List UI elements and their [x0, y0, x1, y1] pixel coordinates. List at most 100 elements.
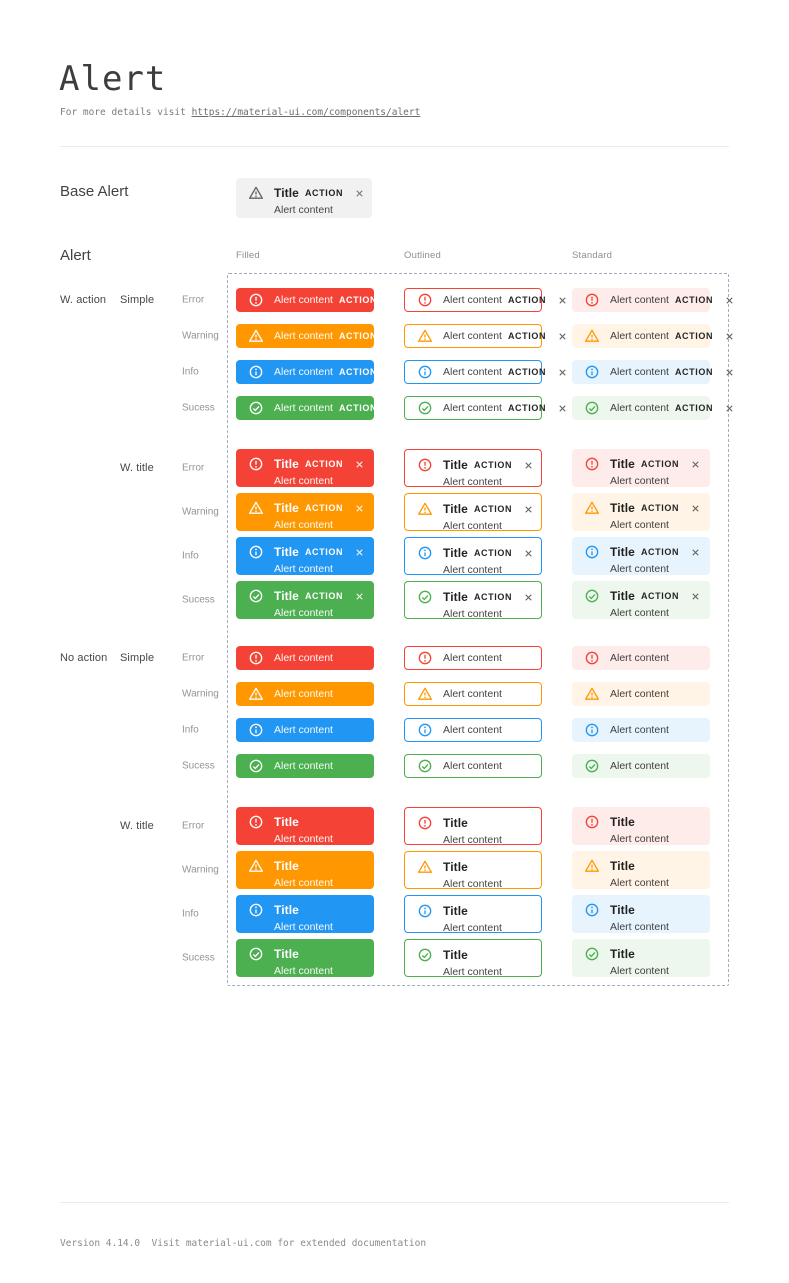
- alert-content: Alert content: [274, 294, 333, 306]
- subtitle-text: For more details visit: [60, 107, 192, 118]
- action-button[interactable]: ACTION: [507, 367, 547, 377]
- close-icon[interactable]: [557, 295, 568, 306]
- alert-title: Title: [443, 546, 468, 560]
- action-button[interactable]: ACTION: [507, 295, 547, 305]
- close-icon[interactable]: [523, 548, 534, 559]
- close-icon[interactable]: [388, 295, 399, 306]
- alert-outlined-warning: Alert content ACTION: [404, 324, 566, 348]
- alert-title: Title: [610, 545, 635, 559]
- close-icon[interactable]: [557, 403, 568, 414]
- action-button[interactable]: ACTION: [640, 459, 680, 469]
- close-icon[interactable]: [523, 592, 534, 603]
- action-button[interactable]: ACTION: [640, 591, 680, 601]
- close-icon[interactable]: [724, 403, 735, 414]
- close-icon[interactable]: [690, 503, 701, 514]
- close-icon[interactable]: [354, 188, 365, 199]
- alert-content: Alert content: [274, 563, 333, 575]
- alert-filled-success: Alert content: [236, 754, 374, 778]
- info-outline-icon: [584, 544, 600, 560]
- alert-outlined-warning-titled: Title Alert content: [404, 851, 542, 890]
- close-icon[interactable]: [690, 591, 701, 602]
- page-title: Alert: [59, 59, 167, 99]
- severity-label-error: Error: [182, 820, 205, 832]
- close-icon[interactable]: [354, 503, 365, 514]
- check-circle-icon: [248, 400, 264, 416]
- alert-content: Alert content: [274, 204, 333, 216]
- alert-title: Title: [610, 457, 635, 471]
- alert-standard-success: Alert content: [572, 754, 710, 778]
- action-button[interactable]: ACTION: [674, 367, 714, 377]
- check-circle-icon: [584, 758, 600, 774]
- close-icon[interactable]: [354, 459, 365, 470]
- close-icon[interactable]: [523, 460, 534, 471]
- severity-label-warning: Warning: [182, 864, 219, 876]
- close-icon[interactable]: [354, 591, 365, 602]
- alert-content: Alert content: [610, 652, 669, 664]
- alert-content: Alert content: [443, 294, 502, 306]
- close-icon[interactable]: [724, 331, 735, 342]
- error-outline-icon: [417, 815, 433, 831]
- action-button[interactable]: ACTION: [473, 592, 513, 602]
- alert-content: Alert content: [443, 760, 502, 772]
- action-button[interactable]: ACTION: [640, 547, 680, 557]
- action-button[interactable]: ACTION: [304, 188, 344, 198]
- close-icon[interactable]: [690, 459, 701, 470]
- action-button[interactable]: ACTION: [473, 504, 513, 514]
- variant-grid-canvas: [227, 273, 729, 986]
- alert-content: Alert content: [274, 402, 333, 414]
- action-button[interactable]: ACTION: [304, 591, 344, 601]
- alert-content: Alert content: [610, 833, 669, 845]
- action-button[interactable]: ACTION: [338, 403, 378, 413]
- alert-content: Alert content: [274, 519, 333, 531]
- action-button[interactable]: ACTION: [674, 331, 714, 341]
- alert-content: Alert content: [443, 330, 502, 342]
- close-icon[interactable]: [354, 547, 365, 558]
- action-button[interactable]: ACTION: [674, 403, 714, 413]
- close-icon[interactable]: [690, 547, 701, 558]
- alert-content: Alert content: [610, 402, 669, 414]
- column-header-filled: Filled: [236, 250, 260, 261]
- severity-label-success: Sucess: [182, 760, 215, 772]
- close-icon[interactable]: [523, 504, 534, 515]
- alert-content: Alert content: [274, 877, 333, 889]
- alert-title: Title: [443, 590, 468, 604]
- close-icon[interactable]: [557, 331, 568, 342]
- error-outline-icon: [248, 292, 264, 308]
- action-button[interactable]: ACTION: [473, 460, 513, 470]
- alert-outlined-success: Alert content ACTION: [404, 396, 566, 420]
- action-button[interactable]: ACTION: [338, 295, 378, 305]
- check-circle-icon: [248, 758, 264, 774]
- close-icon[interactable]: [388, 331, 399, 342]
- alert-content: Alert content: [443, 652, 502, 664]
- action-button[interactable]: ACTION: [304, 547, 344, 557]
- alert-content: Alert content: [274, 688, 333, 700]
- error-outline-icon: [584, 456, 600, 472]
- action-button[interactable]: ACTION: [507, 403, 547, 413]
- alert-content: Alert content: [274, 921, 333, 933]
- severity-label-info: Info: [182, 908, 199, 920]
- alert-content: Alert content: [274, 330, 333, 342]
- close-icon[interactable]: [388, 367, 399, 378]
- action-button[interactable]: ACTION: [507, 331, 547, 341]
- alert-outlined-info: Alert content: [404, 718, 542, 742]
- action-button[interactable]: ACTION: [473, 548, 513, 558]
- close-icon[interactable]: [724, 295, 735, 306]
- alert-title: Title: [274, 903, 299, 917]
- action-button[interactable]: ACTION: [640, 503, 680, 513]
- close-icon[interactable]: [557, 367, 568, 378]
- warning-triangle-icon: [584, 328, 600, 344]
- action-button[interactable]: ACTION: [304, 459, 344, 469]
- docs-link[interactable]: https://material-ui.com/components/alert: [191, 107, 421, 118]
- severity-label-warning: Warning: [182, 506, 219, 518]
- action-button[interactable]: ACTION: [674, 295, 714, 305]
- close-icon[interactable]: [388, 403, 399, 414]
- alert-title: Title: [610, 589, 635, 603]
- close-icon[interactable]: [724, 367, 735, 378]
- alert-filled-success-titled: Title Alert content: [236, 939, 374, 977]
- row-subgroup-label-simple: Simple: [120, 294, 155, 306]
- alert-standard-warning: Alert content ACTION: [572, 324, 733, 348]
- alert-content: Alert content: [443, 476, 502, 488]
- action-button[interactable]: ACTION: [304, 503, 344, 513]
- action-button[interactable]: ACTION: [338, 367, 378, 377]
- action-button[interactable]: ACTION: [338, 331, 378, 341]
